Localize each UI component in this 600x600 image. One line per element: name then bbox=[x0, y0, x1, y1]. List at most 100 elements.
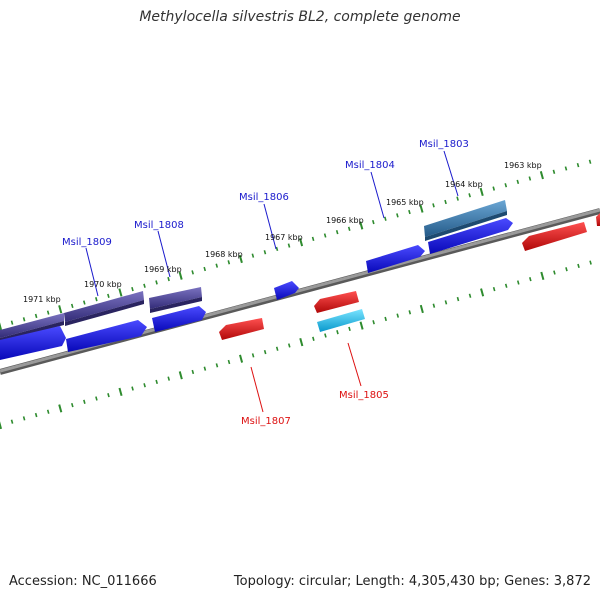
ruler-minor-tick bbox=[131, 286, 134, 292]
ruler-major-tick bbox=[178, 371, 183, 380]
ruler-major-tick bbox=[479, 187, 484, 197]
ruler-label-1970: 1970 kbp bbox=[84, 280, 122, 289]
leader-line-msil-1804 bbox=[370, 171, 385, 219]
ruler-minor-tick bbox=[167, 376, 171, 381]
gene-feature-msil-1807[interactable] bbox=[219, 318, 264, 340]
ruler-minor-tick bbox=[46, 310, 50, 315]
ruler-minor-tick bbox=[553, 270, 556, 275]
ruler-label-1963: 1963 kbp bbox=[504, 161, 542, 170]
ruler-minor-tick bbox=[456, 296, 460, 302]
ruler-minor-tick bbox=[312, 336, 315, 341]
gene-feature-red-2[interactable] bbox=[314, 291, 359, 313]
ruler-minor-tick bbox=[131, 386, 134, 391]
gene-label-msil-1807: Msil_1807 bbox=[241, 416, 291, 427]
ruler-major-tick bbox=[419, 204, 424, 213]
ruler-minor-tick bbox=[22, 317, 26, 322]
gene-feature-blue-5[interactable] bbox=[366, 245, 425, 273]
map-title: Methylocella silvestris BL2, complete ge… bbox=[139, 9, 461, 25]
ruler-minor-tick bbox=[70, 303, 74, 309]
ruler-minor-tick bbox=[565, 267, 568, 272]
scale-ruler-top bbox=[0, 159, 592, 331]
ruler-minor-tick bbox=[468, 193, 471, 198]
leader-line-msil-1807 bbox=[250, 366, 264, 413]
ruler-minor-tick bbox=[444, 199, 447, 205]
gene-feature-red-4[interactable] bbox=[522, 222, 587, 251]
ruler-minor-tick bbox=[432, 203, 435, 208]
gene-feature-red-5[interactable] bbox=[596, 213, 600, 226]
ruler-minor-tick bbox=[589, 260, 592, 265]
ruler-minor-tick bbox=[372, 320, 375, 325]
ruler-label-1971: 1971 kbp bbox=[23, 295, 61, 304]
ruler-major-tick bbox=[118, 387, 123, 396]
gene-feature-msil-1809[interactable] bbox=[64, 291, 144, 326]
ruler-minor-tick bbox=[504, 283, 508, 288]
gene-feature-msil-1803[interactable] bbox=[424, 200, 507, 241]
gene-feature-blue-1[interactable] bbox=[0, 326, 66, 360]
gene-feature-blue-2[interactable] bbox=[66, 320, 147, 352]
ruler-major-tick bbox=[239, 354, 244, 363]
ruler-minor-tick bbox=[155, 280, 158, 285]
gene-label-msil-1805: Msil_1805 bbox=[339, 390, 389, 401]
ruler-label-1967: 1967 kbp bbox=[265, 233, 303, 242]
gene-feature-msil-1808[interactable] bbox=[149, 287, 202, 313]
ruler-minor-tick bbox=[22, 416, 26, 421]
ruler-minor-tick bbox=[215, 363, 219, 368]
leader-line-msil-1808 bbox=[157, 230, 171, 278]
ruler-minor-tick bbox=[372, 219, 375, 225]
ruler-minor-tick bbox=[311, 236, 315, 241]
ruler-minor-tick bbox=[516, 280, 520, 285]
ruler-minor-tick bbox=[227, 359, 231, 365]
ruler-minor-tick bbox=[191, 270, 194, 275]
gene-feature-blue-3[interactable] bbox=[152, 306, 206, 332]
gene-label-msil-1809: Msil_1809 bbox=[62, 237, 112, 248]
ruler-major-tick bbox=[238, 254, 243, 264]
ruler-minor-tick bbox=[552, 169, 556, 174]
gene-feature-blue-4[interactable] bbox=[274, 281, 299, 300]
ruler-minor-tick bbox=[46, 409, 50, 414]
gene-feature-blue-6[interactable] bbox=[428, 218, 513, 254]
ruler-minor-tick bbox=[529, 277, 532, 282]
genome-summary-text: Topology: circular; Length: 4,305,430 bp… bbox=[233, 574, 591, 589]
ruler-minor-tick bbox=[492, 186, 496, 191]
ruler-minor-tick bbox=[287, 243, 291, 248]
ruler-major-tick bbox=[0, 421, 3, 430]
ruler-minor-tick bbox=[167, 276, 170, 282]
ruler-major-tick bbox=[178, 271, 183, 280]
ruler-minor-tick bbox=[251, 353, 255, 358]
ruler-label-1964: 1964 kbp bbox=[445, 180, 483, 189]
gene-label-msil-1808: Msil_1808 bbox=[134, 220, 184, 231]
ruler-minor-tick bbox=[324, 333, 327, 338]
ruler-minor-tick bbox=[263, 250, 267, 255]
ruler-minor-tick bbox=[155, 379, 158, 385]
ruler-minor-tick bbox=[408, 310, 412, 315]
ruler-major-tick bbox=[118, 288, 123, 297]
ruler-minor-tick bbox=[143, 383, 146, 388]
ruler-minor-tick bbox=[34, 313, 38, 319]
ruler-label-1965: 1965 kbp bbox=[386, 198, 424, 207]
ruler-major-tick bbox=[58, 305, 63, 314]
ruler-minor-tick bbox=[528, 176, 532, 181]
ruler-minor-tick bbox=[275, 346, 279, 351]
ruler-major-tick bbox=[299, 338, 304, 347]
leader-line-msil-1803 bbox=[443, 150, 459, 197]
ruler-label-1966: 1966 kbp bbox=[326, 216, 364, 225]
ruler-minor-tick bbox=[335, 230, 339, 235]
ruler-minor-tick bbox=[34, 412, 38, 418]
scale-ruler-bottom bbox=[0, 260, 592, 430]
ruler-minor-tick bbox=[203, 266, 207, 272]
ruler-minor-tick bbox=[10, 419, 14, 424]
ruler-major-tick bbox=[419, 304, 424, 314]
gene-feature-msil-1805[interactable] bbox=[317, 309, 365, 332]
ruler-label-1968: 1968 kbp bbox=[205, 250, 243, 259]
ruler-minor-tick bbox=[215, 263, 219, 268]
ruler-minor-tick bbox=[492, 286, 496, 292]
ruler-minor-tick bbox=[516, 179, 520, 185]
ruler-minor-tick bbox=[191, 369, 195, 375]
ruler-major-tick bbox=[58, 404, 63, 413]
ruler-minor-tick bbox=[384, 316, 387, 322]
gene-label-msil-1806: Msil_1806 bbox=[239, 192, 289, 203]
leader-line-msil-1809 bbox=[85, 247, 99, 297]
ruler-minor-tick bbox=[287, 343, 291, 348]
ruler-minor-tick bbox=[10, 320, 14, 325]
